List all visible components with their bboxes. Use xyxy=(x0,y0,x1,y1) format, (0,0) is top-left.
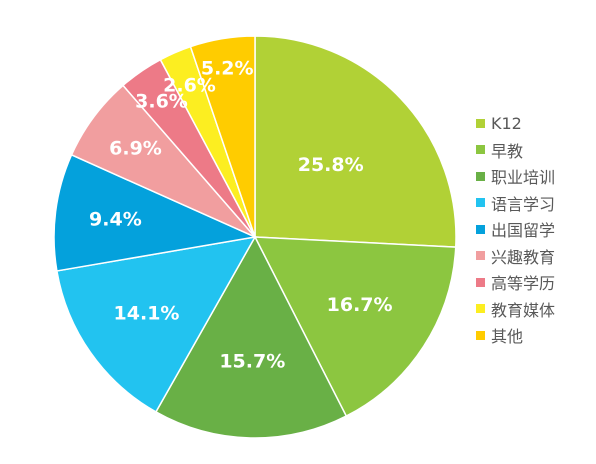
slice-data-label: 9.4% xyxy=(89,208,142,230)
legend-item: 早教 xyxy=(476,137,555,164)
legend-label: 语言学习 xyxy=(491,194,556,214)
slice-data-label: 5.2% xyxy=(201,57,254,79)
pie-slice xyxy=(154,235,348,439)
slice-data-label: 6.9% xyxy=(109,137,162,159)
legend-swatch xyxy=(476,304,485,314)
legend-label: K12 xyxy=(491,113,522,133)
legend-label: 其他 xyxy=(491,327,524,347)
legend-label: 出国留学 xyxy=(491,221,556,241)
legend-label: 兴趣教育 xyxy=(491,247,556,267)
pie-slice xyxy=(253,236,457,418)
slice-data-label: 15.7% xyxy=(219,351,285,373)
legend-label: 职业培训 xyxy=(491,168,556,188)
pie-slice xyxy=(254,35,457,248)
legend-swatch xyxy=(476,198,485,208)
legend-item: 高等学历 xyxy=(476,269,555,296)
slice-data-label: 3.6% xyxy=(135,90,188,112)
pie-slice xyxy=(56,235,257,413)
pie-slice xyxy=(189,35,256,238)
legend-item: K12 xyxy=(476,110,555,137)
legend-swatch xyxy=(476,171,485,181)
slice-data-label: 14.1% xyxy=(114,302,180,324)
legend-item: 职业培训 xyxy=(476,163,555,190)
legend-label: 早教 xyxy=(491,141,524,161)
slice-data-label: 25.8% xyxy=(298,154,364,176)
legend-item: 其他 xyxy=(476,322,555,349)
slice-data-label: 16.7% xyxy=(327,294,393,316)
slice-data-label: 2.6% xyxy=(163,75,216,97)
pie-slice xyxy=(53,153,258,272)
legend-label: 教育媒体 xyxy=(491,300,556,320)
legend-item: 教育媒体 xyxy=(476,296,555,323)
legend-swatch xyxy=(476,145,485,155)
legend-item: 语言学习 xyxy=(476,190,555,217)
chart-legend: K12 早教职业培训语言学习出国留学兴趣教育高等学历教育媒体其他 xyxy=(476,110,555,349)
legend-item: 兴趣教育 xyxy=(476,243,555,270)
legend-swatch xyxy=(476,224,485,234)
legend-label: 高等学历 xyxy=(491,274,556,294)
legend-item: 出国留学 xyxy=(476,216,555,243)
legend-swatch xyxy=(476,118,485,128)
legend-swatch xyxy=(476,277,485,287)
legend-swatch xyxy=(476,251,485,261)
legend-swatch xyxy=(476,330,485,340)
